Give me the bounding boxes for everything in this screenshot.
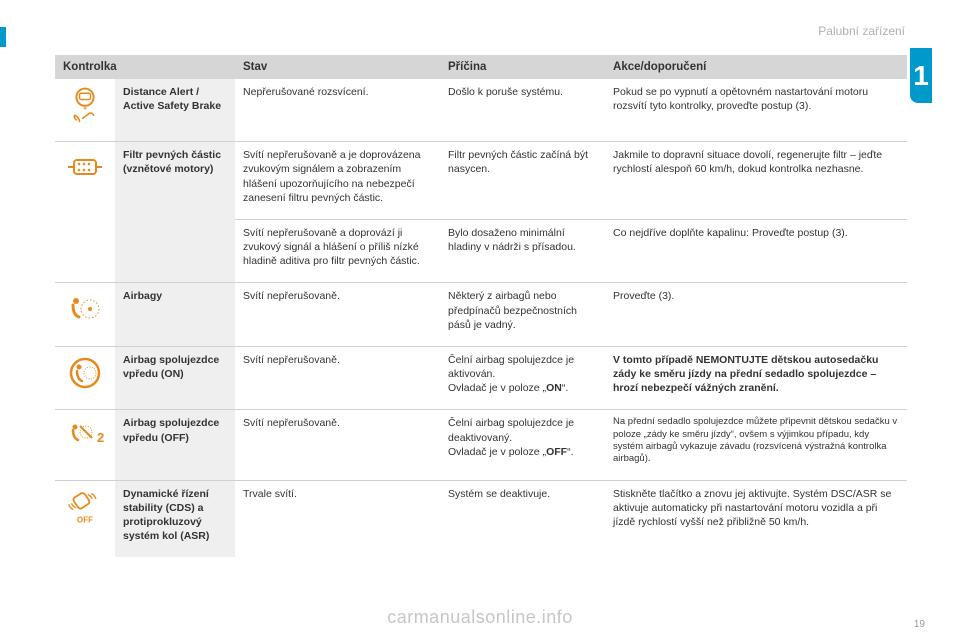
col-kontrolka: Kontrolka xyxy=(55,55,235,79)
stav-cell: Svítí nepřerušovaně a doprovází ji zvuko… xyxy=(235,219,440,283)
pricina-cell: Systém se deaktivuje. xyxy=(440,480,605,557)
pricina-cell: Čelní airbag spolujezdce je deaktivovaný… xyxy=(440,410,605,480)
chapter-tab: 1 xyxy=(910,48,932,103)
pricina-line2b: “. xyxy=(562,382,568,394)
indicators-table: Kontrolka Stav Příčina Akce/doporučení +… xyxy=(55,55,907,557)
icon-cell xyxy=(55,283,115,347)
pricina-off: OFF xyxy=(546,446,567,458)
pricina-line1: Čelní airbag spolujezdce je deaktivovaný… xyxy=(448,417,574,443)
pricina-cell: Došlo k poruše systému. xyxy=(440,79,605,142)
pricina-line2a: Ovladač je v poloze „ xyxy=(448,446,546,458)
pricina-cell: Filtr pevných částic začíná být nasycen. xyxy=(440,142,605,220)
icon-cell: + xyxy=(55,79,115,142)
breadcrumb: Palubní zařízení xyxy=(818,24,905,38)
indicator-name: Airbagy xyxy=(115,283,235,347)
akce-cell: Pokud se po vypnutí a opětovném nastarto… xyxy=(605,79,907,142)
pricina-line1: Čelní airbag spolujezdce je aktivován. xyxy=(448,354,574,380)
pricina-line2b: “. xyxy=(567,446,573,458)
airbag-icon xyxy=(64,291,106,327)
page-number: 19 xyxy=(914,619,925,630)
svg-text:OFF: OFF xyxy=(77,515,93,524)
akce-cell: Stiskněte tlačítko a znovu jej aktivujte… xyxy=(605,480,907,557)
indicator-name: Airbag spolujezdce vpředu (ON) xyxy=(115,346,235,410)
stav-cell: Nepřerušované rozsvícení. xyxy=(235,79,440,142)
airbag-off-icon: 2 xyxy=(64,418,106,454)
col-pricina: Příčina xyxy=(440,55,605,79)
distance-alert-icon: + xyxy=(64,87,106,123)
esc-off-icon: OFF xyxy=(64,489,106,525)
col-akce: Akce/doporučení xyxy=(605,55,907,79)
table-row: OFF Dynamické řízení stability (CDS) a p… xyxy=(55,480,907,557)
airbag-on-icon xyxy=(64,355,106,391)
stav-cell: Svítí nepřerušovaně. xyxy=(235,410,440,480)
icon-cell: OFF xyxy=(55,480,115,557)
icon-cell xyxy=(55,142,115,283)
table-header-row: Kontrolka Stav Příčina Akce/doporučení xyxy=(55,55,907,79)
indicator-name: Airbag spolujezdce vpředu (OFF) xyxy=(115,410,235,480)
pricina-line2a: Ovladač je v poloze „ xyxy=(448,382,546,394)
dpf-icon xyxy=(64,150,106,186)
indicator-name: Filtr pevných částic (vznětové motory) xyxy=(115,142,235,283)
indicator-name: Distance Alert / Active Safety Brake xyxy=(115,79,235,142)
stav-cell: Trvale svítí. xyxy=(235,480,440,557)
akce-cell: Na přední sedadlo spolujezdce můžete při… xyxy=(605,410,907,480)
akce-bold: V tomto případě NEMONTUJTE dětskou autos… xyxy=(613,354,878,394)
watermark: carmanualsonline.info xyxy=(0,607,960,628)
icon-cell xyxy=(55,346,115,410)
table-row: Airbagy Svítí nepřerušovaně. Některý z a… xyxy=(55,283,907,347)
indicator-name: Dynamické řízení stability (CDS) a proti… xyxy=(115,480,235,557)
akce-cell: Proveďte (3). xyxy=(605,283,907,347)
akce-cell: Jakmile to dopravní situace dovolí, rege… xyxy=(605,142,907,220)
stav-cell: Svítí nepřerušovaně a je doprovázena zvu… xyxy=(235,142,440,220)
table-row: Airbag spolujezdce vpředu (ON) Svítí nep… xyxy=(55,346,907,410)
pricina-on: ON xyxy=(546,382,562,394)
icon-cell: 2 xyxy=(55,410,115,480)
pricina-cell: Některý z airbagů nebo předpínačů bezpeč… xyxy=(440,283,605,347)
stav-cell: Svítí nepřerušovaně. xyxy=(235,283,440,347)
col-stav: Stav xyxy=(235,55,440,79)
svg-text:+: + xyxy=(83,105,87,112)
table-row: + Distance Alert / Active Safety Brake N… xyxy=(55,79,907,142)
table-row: Filtr pevných částic (vznětové motory) S… xyxy=(55,142,907,220)
stav-cell: Svítí nepřerušovaně. xyxy=(235,346,440,410)
svg-text:2: 2 xyxy=(97,430,104,445)
akce-cell: V tomto případě NEMONTUJTE dětskou autos… xyxy=(605,346,907,410)
page-content: Kontrolka Stav Příčina Akce/doporučení +… xyxy=(55,55,907,557)
akce-cell: Co nejdříve doplňte kapalinu: Proveďte p… xyxy=(605,219,907,283)
pricina-cell: Bylo dosaženo minimální hladiny v nádrži… xyxy=(440,219,605,283)
table-row: 2 Airbag spolujezdce vpředu (OFF) Svítí … xyxy=(55,410,907,480)
pricina-cell: Čelní airbag spolujezdce je aktivován. O… xyxy=(440,346,605,410)
accent-strip xyxy=(0,27,6,47)
